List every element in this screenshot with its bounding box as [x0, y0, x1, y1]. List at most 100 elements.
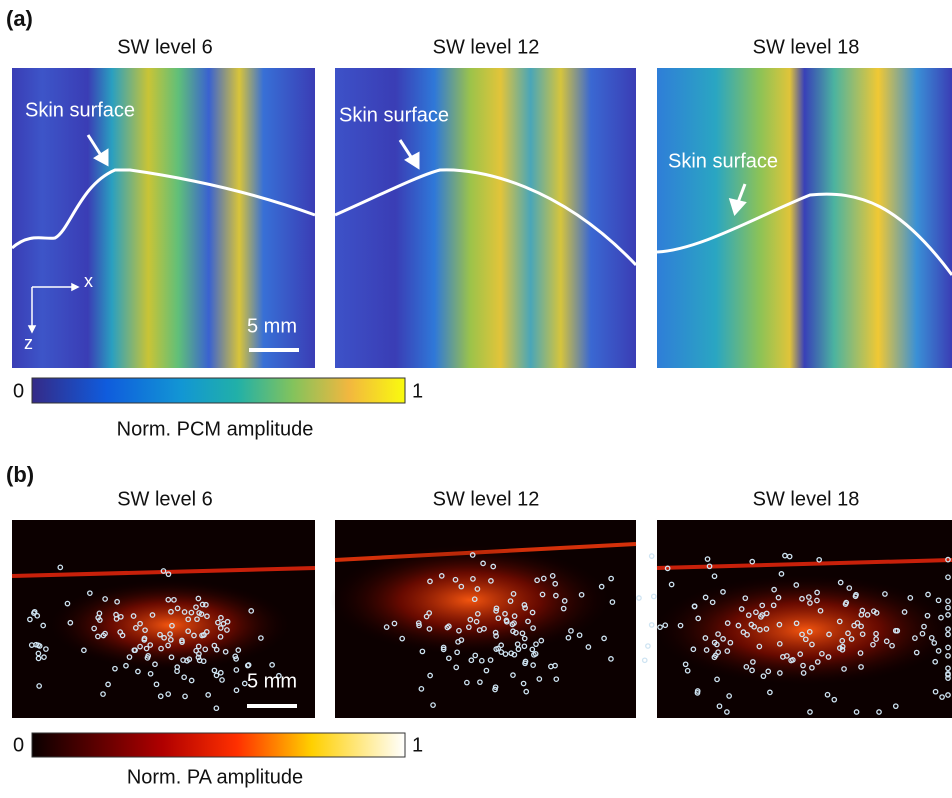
point	[195, 595, 202, 602]
point	[756, 643, 763, 650]
point	[503, 618, 510, 625]
pcm-image	[12, 68, 315, 368]
point	[423, 613, 430, 620]
point	[720, 636, 726, 642]
point	[445, 655, 452, 662]
point	[807, 600, 813, 606]
point	[883, 638, 890, 645]
arrows	[86, 134, 747, 216]
point	[204, 613, 210, 620]
point	[233, 656, 239, 662]
point	[846, 585, 853, 591]
point	[493, 608, 499, 614]
point	[939, 694, 945, 700]
point	[383, 624, 390, 630]
point	[702, 635, 709, 641]
point	[233, 667, 240, 673]
point	[165, 596, 172, 603]
point	[193, 604, 199, 611]
point	[454, 649, 460, 656]
point	[81, 647, 87, 654]
point	[165, 642, 171, 649]
point	[91, 625, 98, 632]
point	[490, 563, 497, 570]
point	[694, 689, 701, 696]
point	[452, 576, 459, 583]
point	[843, 599, 850, 606]
point	[199, 632, 205, 639]
point	[853, 709, 860, 715]
point	[521, 602, 528, 608]
point	[727, 639, 734, 646]
point	[469, 552, 476, 558]
point	[113, 611, 119, 618]
image-title: SW level 6	[117, 36, 213, 58]
point	[806, 628, 813, 635]
point	[576, 632, 583, 639]
point	[889, 642, 895, 649]
point	[211, 667, 218, 674]
point	[114, 598, 120, 605]
point	[932, 658, 939, 665]
point	[160, 568, 167, 574]
point	[168, 654, 175, 661]
point	[248, 608, 255, 614]
point	[130, 613, 137, 619]
point	[416, 622, 422, 629]
point	[511, 620, 517, 626]
point	[149, 612, 156, 618]
point	[510, 672, 516, 679]
point	[802, 636, 809, 643]
pcm-image	[657, 68, 952, 368]
point	[520, 680, 527, 687]
point	[892, 627, 899, 634]
point	[521, 635, 528, 642]
point	[702, 594, 709, 601]
point	[530, 625, 536, 631]
point	[800, 662, 806, 669]
point	[174, 605, 181, 612]
image-title: SW level 12	[433, 36, 540, 58]
point	[536, 676, 543, 682]
point	[415, 620, 422, 626]
point	[636, 595, 642, 601]
point	[167, 636, 174, 643]
point	[749, 558, 756, 565]
point	[515, 646, 522, 653]
point	[141, 637, 148, 643]
point	[753, 609, 759, 616]
point	[712, 652, 719, 659]
point	[945, 692, 951, 698]
point	[913, 649, 920, 656]
point	[529, 646, 536, 653]
point	[530, 662, 536, 669]
annotation: Skin surface	[25, 99, 135, 121]
point	[493, 633, 499, 639]
point	[758, 613, 764, 620]
point	[735, 622, 742, 629]
point	[157, 693, 164, 700]
point	[740, 629, 747, 635]
point	[531, 651, 537, 658]
point	[945, 652, 951, 659]
point	[426, 626, 433, 632]
point	[935, 648, 942, 654]
point	[40, 622, 47, 629]
point	[31, 610, 37, 616]
point	[217, 633, 224, 640]
point	[196, 610, 202, 616]
point	[215, 619, 221, 626]
point	[876, 709, 882, 715]
point	[391, 620, 398, 627]
skin-curve	[656, 192, 952, 276]
point	[540, 575, 547, 582]
colorbar-min: 0	[13, 734, 24, 756]
point	[67, 619, 74, 626]
point	[797, 651, 804, 657]
point	[912, 635, 918, 641]
point	[95, 633, 101, 640]
point	[153, 681, 160, 688]
point	[738, 606, 745, 612]
point	[907, 595, 914, 601]
